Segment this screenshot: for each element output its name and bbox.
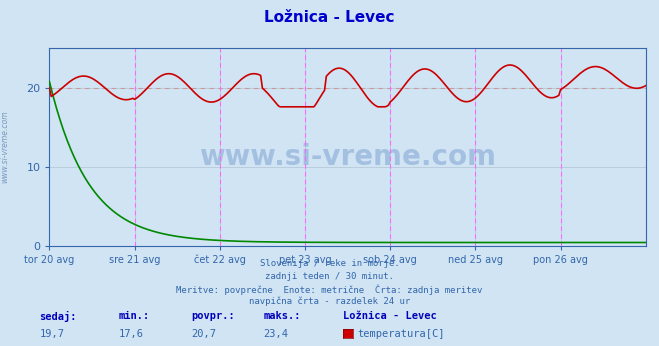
Text: 17,6: 17,6 — [119, 329, 144, 339]
Text: Slovenija / reke in morje.: Slovenija / reke in morje. — [260, 260, 399, 268]
Text: sedaj:: sedaj: — [40, 311, 77, 322]
Text: min.:: min.: — [119, 311, 150, 321]
Text: zadnji teden / 30 minut.: zadnji teden / 30 minut. — [265, 272, 394, 281]
Text: www.si-vreme.com: www.si-vreme.com — [1, 111, 10, 183]
Text: navpična črta - razdelek 24 ur: navpična črta - razdelek 24 ur — [249, 297, 410, 306]
Text: maks.:: maks.: — [264, 311, 301, 321]
Text: Meritve: povprečne  Enote: metrične  Črta: zadnja meritev: Meritve: povprečne Enote: metrične Črta:… — [177, 284, 482, 295]
Text: Ložnica - Levec: Ložnica - Levec — [343, 311, 436, 321]
Text: 20,7: 20,7 — [191, 329, 216, 339]
Text: 19,7: 19,7 — [40, 329, 65, 339]
Text: povpr.:: povpr.: — [191, 311, 235, 321]
Text: temperatura[C]: temperatura[C] — [357, 329, 445, 339]
Text: Ložnica - Levec: Ložnica - Levec — [264, 10, 395, 25]
Text: 23,4: 23,4 — [264, 329, 289, 339]
Text: www.si-vreme.com: www.si-vreme.com — [199, 143, 496, 171]
